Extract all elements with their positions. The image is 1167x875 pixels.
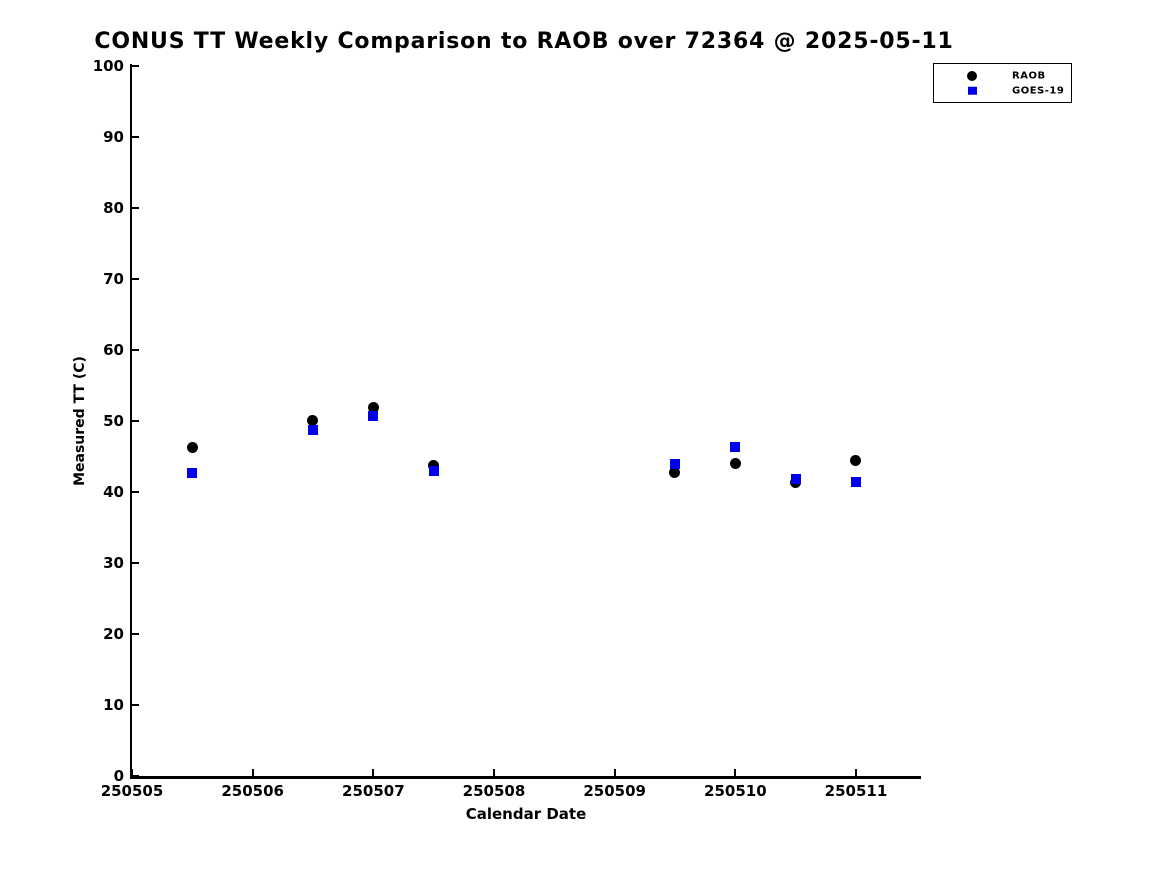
legend-label-goes-19: GOES-19 — [1012, 85, 1065, 96]
x-tick-label: 250509 — [583, 782, 646, 800]
goes-19-point — [669, 458, 680, 469]
y-tick-label: 60 — [103, 341, 124, 359]
goes-19-point — [307, 425, 318, 436]
y-tick — [132, 561, 139, 565]
goes-19-point — [850, 477, 861, 488]
x-tick-label: 250510 — [704, 782, 767, 800]
x-tick — [130, 769, 134, 776]
y-tick — [132, 348, 139, 352]
legend: RAOB GOES-19 — [933, 63, 1072, 103]
chart-title: CONUS TT Weekly Comparison to RAOB over … — [94, 29, 954, 54]
x-tick-label: 250511 — [824, 782, 888, 800]
goes-19-point — [790, 474, 801, 485]
goes-19-point — [187, 467, 198, 478]
x-tick — [734, 769, 737, 776]
raob-point — [367, 402, 379, 413]
y-tick — [132, 277, 139, 281]
goes-19-point — [730, 442, 741, 453]
legend-item-raob: RAOB — [934, 69, 1071, 82]
x-axis-line — [129, 776, 921, 779]
y-tick-label: 100 — [92, 57, 124, 75]
x-tick — [613, 769, 616, 776]
y-tick-label: 30 — [103, 554, 124, 572]
y-tick — [132, 774, 139, 778]
x-tick-label: 250508 — [462, 782, 526, 800]
y-tick — [132, 419, 139, 423]
y-tick — [132, 206, 139, 210]
raob-point — [669, 466, 681, 478]
x-tick-label: 250506 — [221, 782, 284, 800]
y-tick-label: 70 — [103, 270, 124, 288]
goes-19-point — [428, 465, 439, 476]
x-tick-label: 250507 — [342, 782, 405, 800]
raob-point — [307, 414, 319, 426]
circle-marker-icon — [967, 70, 977, 81]
raob-point — [186, 442, 198, 454]
y-tick-label: 50 — [103, 412, 124, 430]
y-axis-line — [129, 64, 132, 779]
legend-item-goes-19: GOES-19 — [934, 84, 1071, 97]
y-tick-label: 40 — [103, 483, 124, 501]
y-tick — [132, 703, 139, 707]
y-tick — [132, 632, 139, 636]
y-tick — [132, 135, 139, 139]
y-tick-label: 90 — [103, 128, 124, 146]
x-axis-label: Calendar Date — [465, 805, 587, 823]
y-tick-label: 10 — [103, 696, 124, 714]
x-tick — [251, 769, 254, 776]
y-tick-label: 0 — [113, 767, 124, 785]
raob-point — [729, 458, 741, 470]
x-tick-label: 250505 — [100, 782, 164, 800]
legend-label-raob: RAOB — [1012, 70, 1046, 81]
raob-point — [850, 454, 862, 466]
x-tick — [854, 769, 858, 776]
x-tick — [492, 769, 496, 776]
goes-19-point — [368, 411, 379, 422]
x-tick — [372, 769, 375, 776]
y-tick-label: 20 — [103, 625, 124, 643]
y-tick-label: 80 — [103, 199, 124, 217]
y-tick — [132, 490, 139, 494]
y-tick — [132, 64, 139, 68]
square-marker-icon — [968, 86, 977, 95]
